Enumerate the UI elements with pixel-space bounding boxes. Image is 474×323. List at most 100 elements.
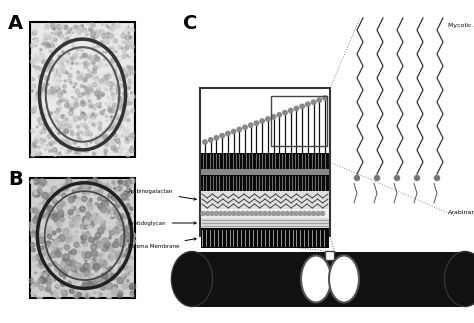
Circle shape <box>57 32 62 37</box>
Circle shape <box>122 251 125 254</box>
Circle shape <box>70 81 73 84</box>
Circle shape <box>117 292 118 294</box>
Circle shape <box>130 60 133 63</box>
Circle shape <box>118 220 124 226</box>
Circle shape <box>57 29 62 34</box>
Circle shape <box>281 212 285 215</box>
Circle shape <box>46 209 51 214</box>
Circle shape <box>79 229 85 235</box>
Circle shape <box>117 186 122 191</box>
Circle shape <box>69 213 74 219</box>
Circle shape <box>106 78 108 81</box>
Circle shape <box>68 111 73 115</box>
Circle shape <box>84 30 86 32</box>
Circle shape <box>131 83 133 84</box>
Circle shape <box>263 212 267 215</box>
Circle shape <box>126 191 128 193</box>
Circle shape <box>39 264 44 269</box>
Circle shape <box>108 73 110 76</box>
Circle shape <box>73 193 75 195</box>
Circle shape <box>37 233 40 236</box>
Circle shape <box>76 150 81 155</box>
Circle shape <box>52 269 55 271</box>
Circle shape <box>232 212 236 215</box>
Circle shape <box>119 107 124 111</box>
Circle shape <box>44 252 47 255</box>
Circle shape <box>67 123 72 128</box>
Circle shape <box>94 189 99 194</box>
Circle shape <box>89 27 92 30</box>
Circle shape <box>106 182 109 185</box>
Circle shape <box>64 103 69 108</box>
Circle shape <box>40 48 42 51</box>
Circle shape <box>97 44 100 47</box>
Circle shape <box>83 78 88 82</box>
Circle shape <box>57 191 60 193</box>
Circle shape <box>96 188 103 195</box>
Circle shape <box>39 225 43 229</box>
Circle shape <box>99 253 102 257</box>
Circle shape <box>101 220 106 225</box>
Circle shape <box>55 270 60 274</box>
Circle shape <box>74 216 80 222</box>
Circle shape <box>80 57 82 59</box>
Circle shape <box>59 70 62 73</box>
Circle shape <box>35 34 36 35</box>
Circle shape <box>49 50 52 53</box>
Circle shape <box>44 135 47 138</box>
Circle shape <box>89 199 92 202</box>
Circle shape <box>93 138 95 139</box>
Circle shape <box>108 211 110 214</box>
Circle shape <box>98 66 99 68</box>
Circle shape <box>126 148 128 150</box>
Circle shape <box>110 88 113 91</box>
Circle shape <box>120 105 124 108</box>
Circle shape <box>35 271 36 273</box>
Circle shape <box>112 89 115 91</box>
Circle shape <box>119 265 124 270</box>
Circle shape <box>70 261 77 267</box>
Circle shape <box>101 74 102 76</box>
Circle shape <box>61 115 64 119</box>
Circle shape <box>47 44 49 46</box>
Circle shape <box>68 29 71 32</box>
Circle shape <box>112 287 118 294</box>
Circle shape <box>100 183 106 190</box>
Circle shape <box>107 259 109 262</box>
Circle shape <box>60 24 64 28</box>
Circle shape <box>117 196 120 200</box>
Circle shape <box>84 65 88 68</box>
Circle shape <box>126 197 129 201</box>
Circle shape <box>63 229 69 234</box>
Circle shape <box>62 69 64 71</box>
Circle shape <box>75 26 78 28</box>
Circle shape <box>46 63 49 67</box>
Circle shape <box>121 47 123 49</box>
Circle shape <box>355 175 359 181</box>
Circle shape <box>113 285 118 288</box>
Circle shape <box>128 26 129 27</box>
Circle shape <box>95 77 99 81</box>
Circle shape <box>276 212 280 215</box>
Circle shape <box>121 68 123 69</box>
Circle shape <box>66 260 73 266</box>
Circle shape <box>78 247 83 253</box>
Circle shape <box>58 74 61 77</box>
Circle shape <box>110 28 111 30</box>
Circle shape <box>90 255 92 257</box>
Circle shape <box>36 45 37 47</box>
Circle shape <box>70 221 75 226</box>
Circle shape <box>37 90 40 93</box>
Circle shape <box>76 215 80 219</box>
Circle shape <box>70 107 73 110</box>
Circle shape <box>61 123 63 126</box>
Circle shape <box>121 274 126 278</box>
Circle shape <box>130 256 133 260</box>
Circle shape <box>44 212 50 218</box>
Circle shape <box>119 252 125 257</box>
Circle shape <box>78 93 82 98</box>
Circle shape <box>118 293 122 297</box>
Circle shape <box>71 252 76 257</box>
Circle shape <box>112 210 116 214</box>
Circle shape <box>128 218 131 221</box>
